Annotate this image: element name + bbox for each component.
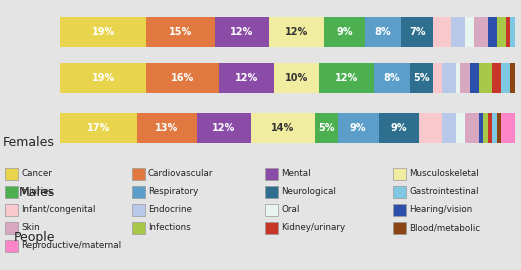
Bar	[324, 17, 365, 47]
Text: Males: Males	[19, 185, 55, 198]
Bar	[411, 63, 433, 93]
Bar	[506, 17, 511, 47]
Text: Infections: Infections	[148, 224, 191, 232]
Text: 12%: 12%	[230, 27, 254, 37]
Text: 12%: 12%	[285, 27, 308, 37]
Bar	[497, 17, 506, 47]
Bar	[492, 63, 501, 93]
Bar	[60, 113, 138, 143]
Text: 8%: 8%	[384, 73, 401, 83]
Text: 5%: 5%	[414, 73, 430, 83]
Text: 12%: 12%	[212, 123, 235, 133]
Bar	[456, 113, 465, 143]
Bar	[442, 63, 456, 93]
Bar	[319, 63, 374, 93]
Text: Females: Females	[3, 136, 55, 148]
Bar	[511, 17, 515, 47]
Text: 9%: 9%	[391, 123, 407, 133]
Text: Injuries: Injuries	[21, 187, 53, 197]
Text: 9%: 9%	[336, 27, 353, 37]
Bar	[501, 63, 511, 93]
Bar	[479, 63, 492, 93]
Text: Kidney/urinary: Kidney/urinary	[281, 224, 345, 232]
Bar	[401, 17, 433, 47]
Bar	[315, 113, 338, 143]
Bar	[374, 63, 411, 93]
Bar	[433, 17, 451, 47]
Text: Neurological: Neurological	[281, 187, 336, 197]
Bar	[251, 113, 315, 143]
Text: 9%: 9%	[350, 123, 366, 133]
Text: 10%: 10%	[285, 73, 308, 83]
Text: Respiratory: Respiratory	[148, 187, 199, 197]
Text: Hearing/vision: Hearing/vision	[409, 205, 472, 214]
Bar	[483, 113, 488, 143]
Text: 8%: 8%	[375, 27, 391, 37]
Text: Mental: Mental	[281, 170, 311, 178]
Bar	[451, 17, 465, 47]
Text: 19%: 19%	[92, 73, 115, 83]
Bar	[456, 63, 461, 93]
Bar	[196, 113, 251, 143]
Text: 17%: 17%	[87, 123, 110, 133]
Text: 12%: 12%	[235, 73, 258, 83]
Text: Musculoskeletal: Musculoskeletal	[409, 170, 479, 178]
Bar	[138, 113, 196, 143]
Text: Oral: Oral	[281, 205, 300, 214]
Bar	[365, 17, 401, 47]
Text: Gastrointestinal: Gastrointestinal	[409, 187, 478, 197]
Text: Reproductive/maternal: Reproductive/maternal	[21, 241, 121, 251]
Bar	[497, 113, 501, 143]
Bar	[60, 17, 146, 47]
Bar	[419, 113, 442, 143]
Bar	[146, 63, 219, 93]
Text: 5%: 5%	[318, 123, 334, 133]
Text: 19%: 19%	[92, 27, 115, 37]
Bar	[465, 113, 479, 143]
Text: 16%: 16%	[171, 73, 194, 83]
Text: 15%: 15%	[169, 27, 192, 37]
Bar	[442, 113, 456, 143]
Text: 13%: 13%	[155, 123, 179, 133]
Bar	[488, 17, 497, 47]
Bar	[338, 113, 378, 143]
Bar	[501, 113, 515, 143]
Text: 12%: 12%	[335, 73, 358, 83]
Bar	[433, 63, 442, 93]
Bar	[492, 113, 497, 143]
Bar	[274, 63, 319, 93]
Bar	[219, 63, 274, 93]
Text: Blood/metabolic: Blood/metabolic	[409, 224, 480, 232]
Text: Cardiovascular: Cardiovascular	[148, 170, 214, 178]
Bar	[269, 17, 324, 47]
Text: Skin: Skin	[21, 224, 40, 232]
Bar	[511, 63, 515, 93]
Bar	[488, 113, 492, 143]
Text: Cancer: Cancer	[21, 170, 52, 178]
Bar	[60, 63, 146, 93]
Bar	[378, 113, 419, 143]
Bar	[465, 17, 474, 47]
Bar	[479, 113, 483, 143]
Bar	[215, 17, 269, 47]
Text: Endocrine: Endocrine	[148, 205, 192, 214]
Bar	[146, 17, 215, 47]
Bar	[461, 63, 469, 93]
Text: Infant/congenital: Infant/congenital	[21, 205, 95, 214]
Text: 7%: 7%	[409, 27, 426, 37]
Bar	[469, 63, 479, 93]
Text: 14%: 14%	[271, 123, 294, 133]
Bar	[474, 17, 488, 47]
Text: People: People	[14, 231, 55, 245]
